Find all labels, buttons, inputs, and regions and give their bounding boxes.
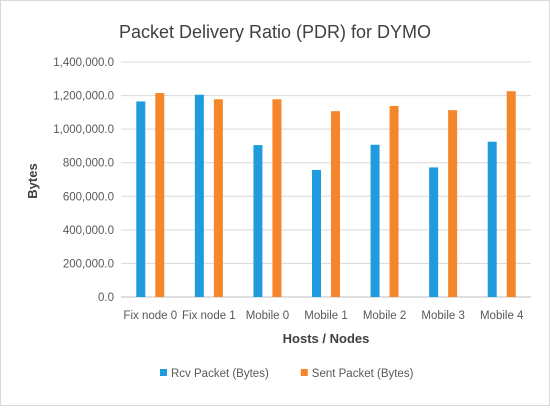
x-tick-label: Mobile 3 [421, 310, 464, 322]
y-tick-label: 800,000.0 [63, 158, 114, 170]
bars [136, 91, 516, 297]
legend-swatch [300, 369, 308, 376]
bar [155, 93, 165, 297]
bar [389, 105, 399, 297]
x-tick-label: Mobile 0 [246, 310, 289, 322]
y-axis-tick-labels: 0.0 200,000.0 400,000.0 600,000.0 800,000.0 1… [53, 57, 114, 304]
bar [370, 144, 380, 297]
x-axis-tick-labels: Fix node 0 Fix node 1 Mobile 0 Mobile 1 Mobi… [123, 310, 524, 322]
legend-label: Sent Packet (Bytes) [312, 368, 414, 380]
x-tick-label: Mobile 1 [304, 310, 347, 322]
chart-title: Packet Delivery Ratio (PDR) for DYMO [119, 22, 431, 42]
y-tick-label: 400,000.0 [63, 225, 114, 237]
y-tick-label: 200,000.0 [63, 258, 114, 270]
bar [487, 141, 497, 297]
bar [506, 91, 516, 297]
x-tick-label: Mobile 4 [480, 310, 524, 322]
bar [253, 145, 263, 297]
y-tick-label: 1,200,000.0 [53, 91, 114, 103]
y-tick-label: 1,400,000.0 [53, 57, 114, 69]
legend-label: Rcv Packet (Bytes) [171, 368, 269, 380]
bar [272, 99, 282, 297]
legend-swatch [160, 369, 167, 376]
bar [136, 101, 146, 297]
bar [429, 167, 439, 297]
x-tick-label: Fix node 0 [123, 310, 177, 322]
y-tick-label: 0.0 [98, 292, 114, 304]
bar [448, 110, 458, 297]
bar [194, 94, 204, 297]
bar [312, 169, 321, 297]
bar [213, 99, 223, 297]
legend: Rcv Packet (Bytes) Sent Packet (Bytes) [160, 368, 414, 380]
y-axis-title: Bytes [25, 163, 40, 198]
bar [331, 111, 340, 297]
x-axis-title: Hosts / Nodes [283, 331, 370, 346]
x-tick-label: Fix node 1 [182, 310, 236, 322]
y-tick-label: 600,000.0 [63, 191, 114, 203]
x-tick-label: Mobile 2 [363, 310, 406, 322]
gridlines [121, 61, 531, 298]
y-tick-label: 1,000,000.0 [53, 124, 114, 136]
